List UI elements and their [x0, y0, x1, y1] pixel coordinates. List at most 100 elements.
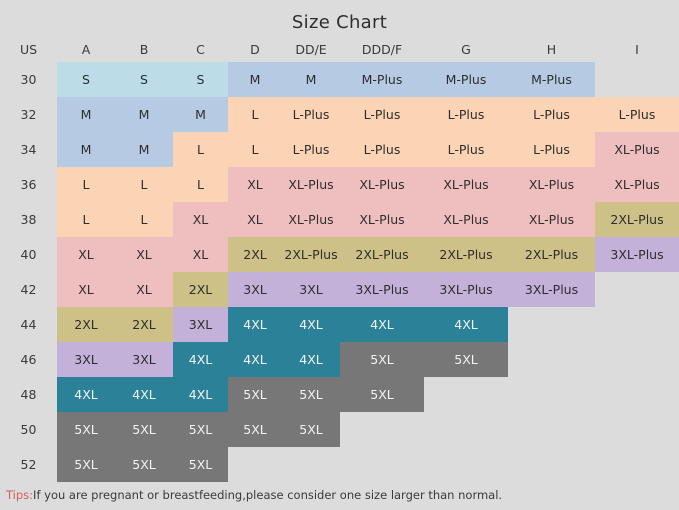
size-cell: XL: [115, 272, 173, 307]
row-header-us-size: 46: [20, 352, 37, 367]
size-cell: L: [57, 202, 115, 237]
size-cell: 4XL: [282, 307, 340, 342]
size-cell: M: [173, 97, 228, 132]
size-cell: 2XL: [115, 307, 173, 342]
column-header-b: B: [139, 42, 149, 57]
size-cell: XL: [57, 272, 115, 307]
size-cell-empty: [595, 447, 679, 482]
size-cell: M: [57, 97, 115, 132]
size-cell: XL-Plus: [282, 202, 340, 237]
size-cell-empty: [424, 447, 508, 482]
size-cell: S: [57, 62, 115, 97]
table-row: 36 L L L XL XL-Plus XL-Plus XL-Plus XL-Plus XL-Pl…: [0, 167, 679, 202]
size-cell: 2XL-Plus: [282, 237, 340, 272]
size-cell: 2XL-Plus: [595, 202, 679, 237]
size-cell: XL-Plus: [595, 132, 679, 167]
size-cell: 3XL: [57, 342, 115, 377]
table-row: 38 L L XL XL XL-Plus XL-Plus XL-Plus XL-Plus 2XL-…: [0, 202, 679, 237]
size-cell: L: [57, 167, 115, 202]
size-cell: M-Plus: [424, 62, 508, 97]
size-cell: 4XL: [228, 307, 282, 342]
size-cell: L-Plus: [424, 132, 508, 167]
column-header-h: H: [546, 42, 557, 57]
size-cell: 2XL-Plus: [340, 237, 424, 272]
size-cell: 5XL: [173, 447, 228, 482]
size-cell: L-Plus: [595, 97, 679, 132]
size-cell: L: [173, 132, 228, 167]
size-cell: M: [115, 97, 173, 132]
size-cell: L: [228, 97, 282, 132]
size-cell: XL: [228, 167, 282, 202]
size-cell: XL-Plus: [424, 167, 508, 202]
row-header-us-size: 36: [20, 177, 37, 192]
size-cell-empty: [508, 412, 595, 447]
row-header-us-size: 52: [20, 457, 37, 472]
size-cell: M-Plus: [340, 62, 424, 97]
size-cell: 3XL-Plus: [340, 272, 424, 307]
size-chart-grid: US A B C D DD/E DDD/F G H I 30 S S S M M M-Plus M-Plus M-P…: [0, 38, 679, 482]
size-cell: 2XL: [173, 272, 228, 307]
size-cell: S: [115, 62, 173, 97]
row-header-us-size: 42: [20, 282, 37, 297]
size-cell: 5XL: [282, 412, 340, 447]
size-cell: XL: [228, 202, 282, 237]
size-cell: 5XL: [340, 342, 424, 377]
table-row: 46 3XL 3XL 4XL 4XL 4XL 5XL 5XL: [0, 342, 679, 377]
column-header-d: D: [250, 42, 260, 57]
size-cell-empty: [340, 412, 424, 447]
size-cell-empty: [595, 62, 679, 97]
size-cell: 4XL: [228, 342, 282, 377]
column-header-dd-e: DD/E: [295, 42, 327, 57]
tips-text: If you are pregnant or breastfeeding,ple…: [33, 488, 503, 502]
size-cell: 3XL: [115, 342, 173, 377]
size-cell: 4XL: [424, 307, 508, 342]
size-cell-empty: [595, 342, 679, 377]
size-cell: 2XL-Plus: [508, 237, 595, 272]
size-cell-empty: [508, 447, 595, 482]
size-cell: L-Plus: [340, 132, 424, 167]
size-cell: 4XL: [282, 342, 340, 377]
size-cell: 4XL: [340, 307, 424, 342]
size-cell: 4XL: [115, 377, 173, 412]
size-cell: XL: [115, 237, 173, 272]
size-cell: 4XL: [173, 342, 228, 377]
column-header-a: A: [81, 42, 91, 57]
size-cell: 3XL-Plus: [595, 237, 679, 272]
size-cell-empty: [508, 307, 595, 342]
size-cell-empty: [595, 412, 679, 447]
size-cell-empty: [508, 377, 595, 412]
table-row: 44 2XL 2XL 3XL 4XL 4XL 4XL 4XL: [0, 307, 679, 342]
size-cell: 2XL: [57, 307, 115, 342]
size-cell: 5XL: [340, 377, 424, 412]
size-cell: 3XL: [228, 272, 282, 307]
size-cell: XL-Plus: [282, 167, 340, 202]
table-row: 52 5XL 5XL 5XL: [0, 447, 679, 482]
size-cell: M: [57, 132, 115, 167]
page-title: Size Chart: [291, 12, 388, 33]
table-row: 32 M M M L L-Plus L-Plus L-Plus L-Plus L-Plus: [0, 97, 679, 132]
table-row: 30 S S S M M M-Plus M-Plus M-Plus: [0, 62, 679, 97]
size-cell: XL-Plus: [508, 167, 595, 202]
size-cell: 5XL: [115, 412, 173, 447]
size-cell: L: [173, 167, 228, 202]
size-cell: M: [282, 62, 340, 97]
size-cell: M: [115, 132, 173, 167]
size-cell: L-Plus: [508, 97, 595, 132]
size-cell: 5XL: [115, 447, 173, 482]
size-cell: XL-Plus: [340, 202, 424, 237]
size-cell: 5XL: [424, 342, 508, 377]
size-cell: XL-Plus: [595, 167, 679, 202]
size-cell: 2XL-Plus: [424, 237, 508, 272]
size-cell: 5XL: [57, 447, 115, 482]
size-cell: L-Plus: [424, 97, 508, 132]
table-header-row: US A B C D DD/E DDD/F G H I: [0, 38, 679, 62]
size-cell-empty: [424, 412, 508, 447]
row-header-us-size: 30: [20, 72, 37, 87]
size-cell-empty: [595, 272, 679, 307]
table-row: 34 M M L L L-Plus L-Plus L-Plus L-Plus XL-Plus: [0, 132, 679, 167]
size-cell: XL: [173, 202, 228, 237]
size-cell-empty: [595, 307, 679, 342]
column-header-ddd-f: DDD/F: [361, 42, 403, 57]
size-cell-empty: [508, 342, 595, 377]
size-cell: 5XL: [228, 377, 282, 412]
